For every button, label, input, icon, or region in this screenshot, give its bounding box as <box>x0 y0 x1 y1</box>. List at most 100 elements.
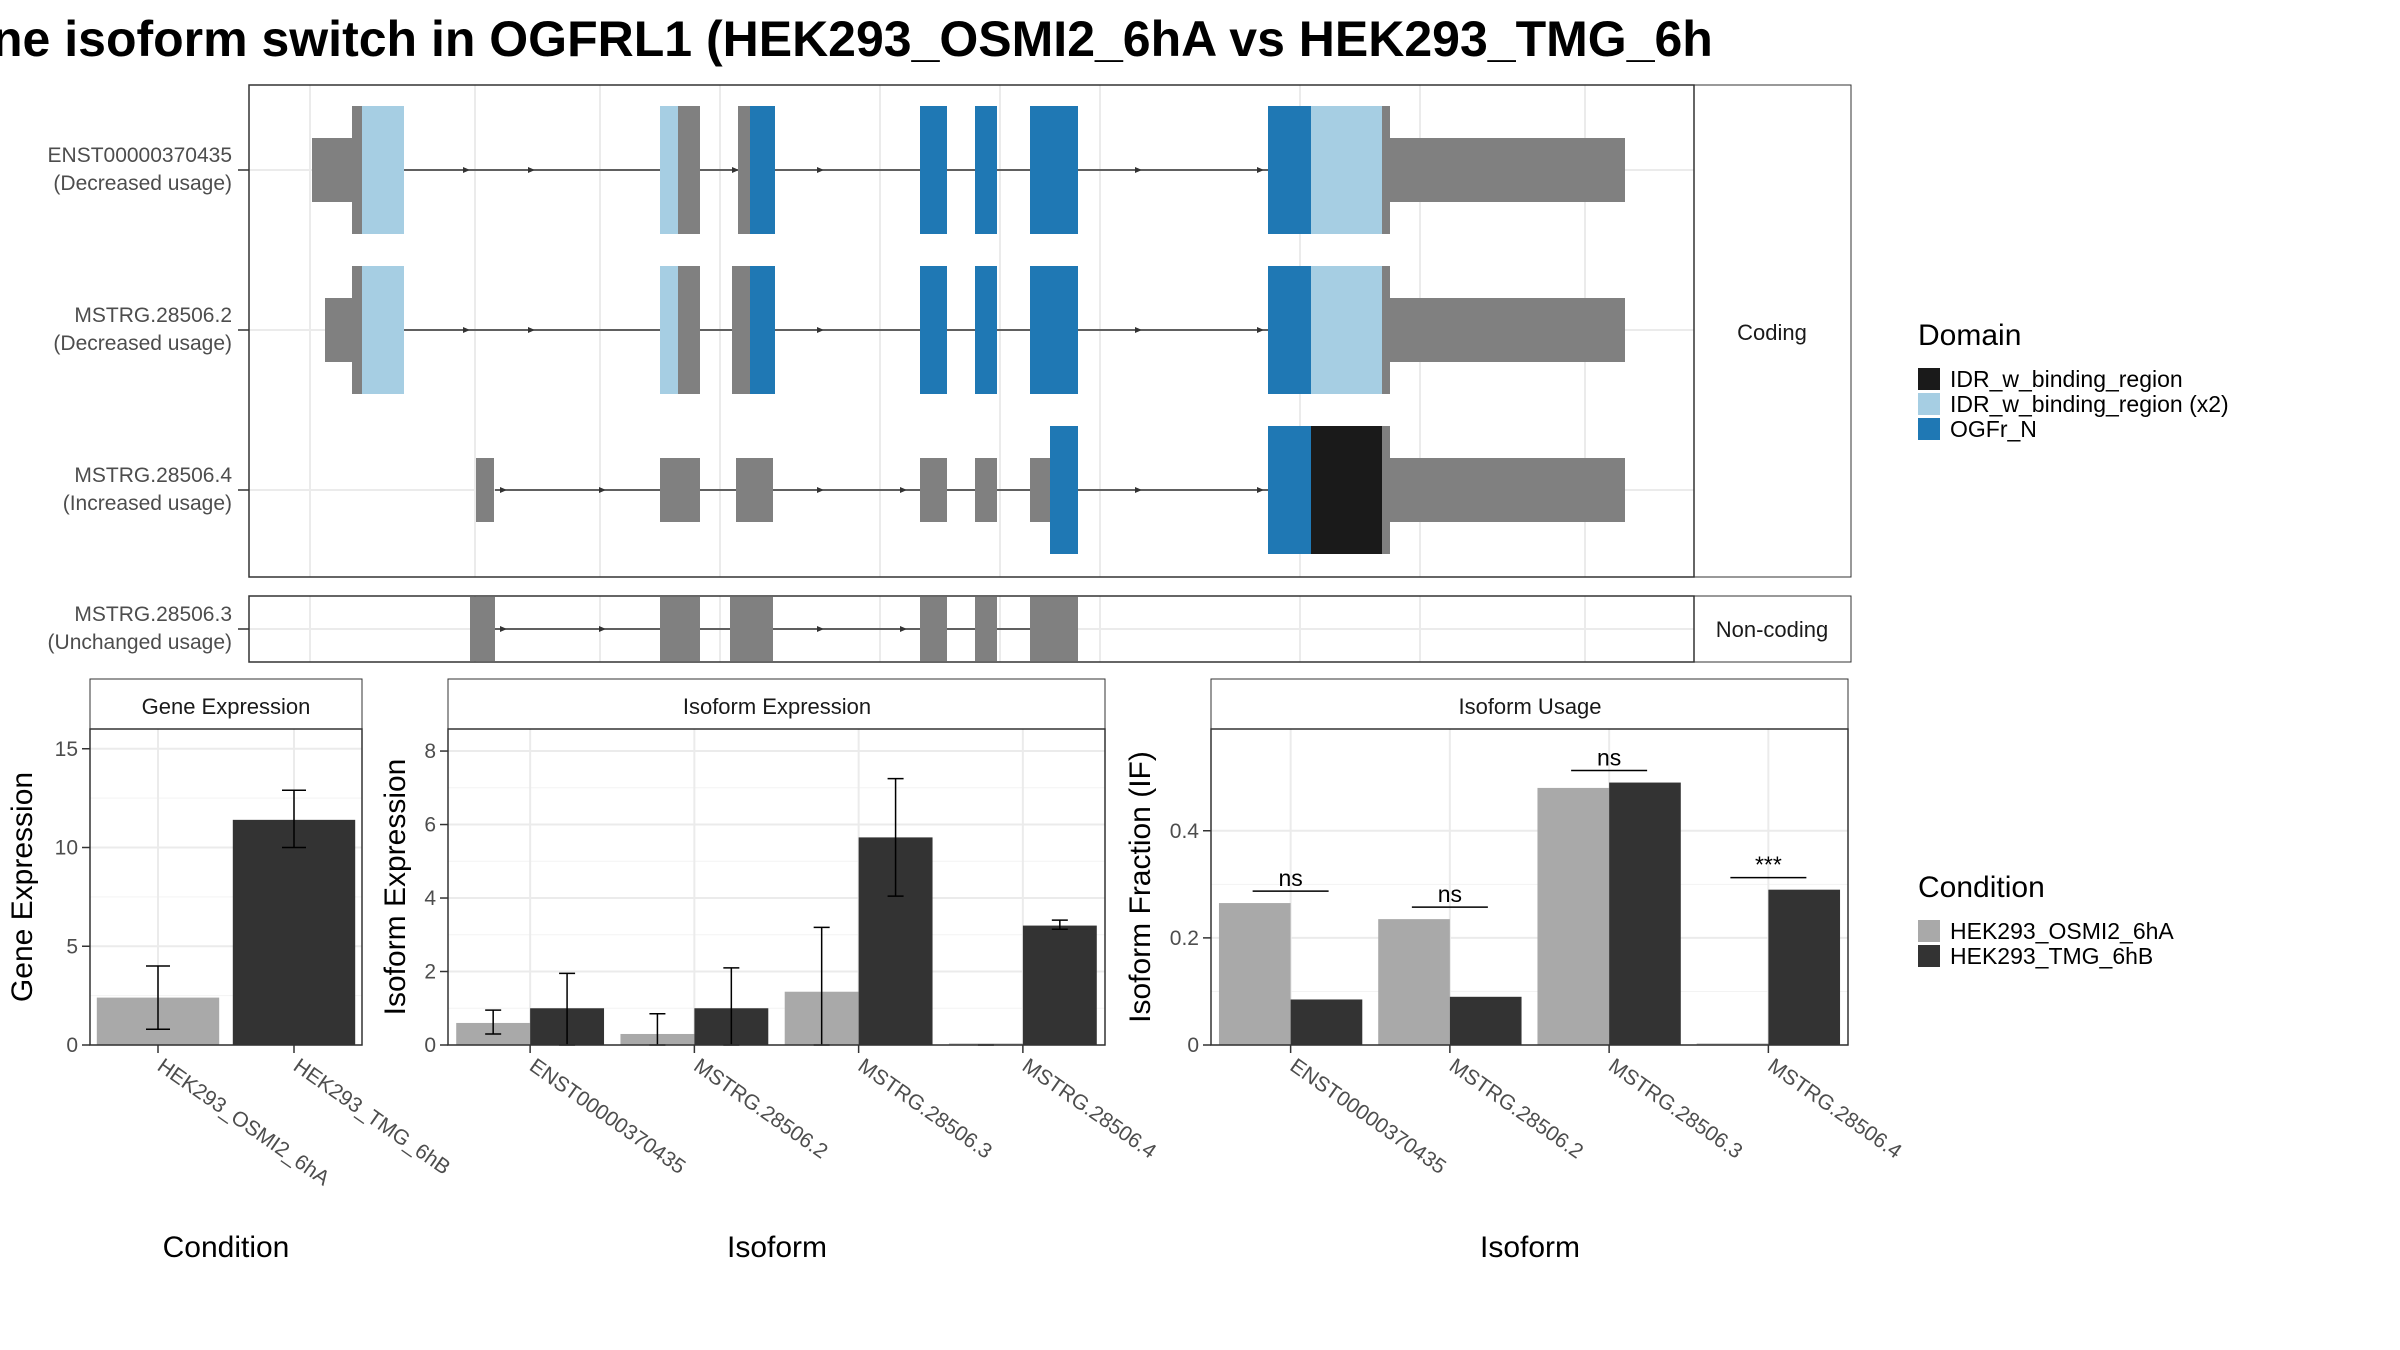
exon-block <box>1390 138 1625 202</box>
significance-label: ns <box>1438 881 1462 907</box>
significance-label: ns <box>1278 865 1302 891</box>
intron-arrow <box>463 327 470 333</box>
exon-block <box>730 597 773 661</box>
exon-block <box>1268 106 1311 234</box>
bar <box>1022 925 1097 1045</box>
bar <box>232 819 356 1045</box>
exon-block <box>476 458 494 522</box>
exon-block <box>660 597 700 661</box>
intron-arrow <box>599 487 606 493</box>
facet-strip-coding <box>1693 84 1852 578</box>
exon-block <box>920 266 947 394</box>
transcript-usage-label: (Unchanged usage) <box>48 631 232 654</box>
y-axis-title: Isoform Fraction (IF) <box>1124 751 1157 1023</box>
exon-block <box>1382 266 1390 394</box>
exon-block <box>1030 597 1078 661</box>
y-tick-label: 10 <box>55 837 78 860</box>
bar <box>1768 889 1841 1045</box>
intron-arrow <box>817 167 824 173</box>
panel-background <box>448 729 1105 1045</box>
x-axis-title: Isoform <box>1480 1231 1580 1264</box>
y-tick-label: 6 <box>424 814 436 837</box>
intron-arrow <box>1135 487 1142 493</box>
exon-block <box>660 458 700 522</box>
significance-label: ns <box>1597 745 1621 771</box>
exon-block <box>738 106 750 234</box>
bar <box>1537 787 1610 1045</box>
y-tick-label: 0 <box>424 1034 436 1057</box>
x-tick-label: MSTRG.28506.3 <box>1604 1054 1746 1163</box>
intron-arrow <box>817 626 824 632</box>
transcript-usage-label: (Decreased usage) <box>53 332 232 355</box>
x-axis-title: Condition <box>163 1231 290 1264</box>
exon-block <box>750 266 775 394</box>
panel-border <box>1210 728 1849 1046</box>
intron-arrow <box>900 487 907 493</box>
domain-legend-title: Domain <box>1918 319 2021 352</box>
legend-label: IDR_w_binding_region <box>1950 366 2183 392</box>
expression-panels: Gene Expression051015HEK293_OSMI2_6hAHEK… <box>6 678 1907 1264</box>
domain-legend: Domain IDR_w_binding_regionIDR_w_binding… <box>1918 319 2229 442</box>
panel-strip-title: Gene Expression <box>142 694 311 719</box>
exon-block <box>362 266 404 394</box>
intron-arrow <box>599 626 606 632</box>
error-bar <box>282 789 306 849</box>
x-tick-label: MSTRG.28506.4 <box>1764 1054 1907 1163</box>
error-bar <box>1051 919 1068 931</box>
facet-label-coding: Coding <box>1737 320 1807 345</box>
facet-strip-noncoding <box>1693 595 1852 663</box>
panel-strip <box>1210 678 1849 730</box>
condition-legend-title: Condition <box>1918 871 2045 904</box>
legend-label: HEK293_TMG_6hB <box>1950 943 2153 969</box>
x-tick-label: ENST00000370435 <box>1286 1054 1450 1179</box>
panel-strip <box>89 678 363 730</box>
legend-swatch <box>1918 368 1940 390</box>
legend-label: IDR_w_binding_region (x2) <box>1950 391 2229 417</box>
exon-block <box>1382 106 1390 234</box>
x-tick-label: MSTRG.28506.4 <box>1018 1054 1161 1163</box>
exon-block <box>678 106 700 234</box>
intron-arrow <box>463 167 470 173</box>
intron-arrow <box>1257 487 1264 493</box>
panel-background <box>1211 729 1848 1045</box>
transcript-structure-panel: Coding Non-coding ENST00000370435 (Decrease… <box>48 84 1852 663</box>
intron-arrow <box>1135 167 1142 173</box>
intron-arrow <box>500 626 507 632</box>
intron-arrow <box>817 327 824 333</box>
exon-block <box>470 597 495 661</box>
transcript-label: MSTRG.28506.2 <box>74 304 232 327</box>
bar <box>1449 996 1522 1045</box>
bar <box>1609 782 1681 1045</box>
intron-arrow <box>1135 327 1142 333</box>
y-tick-label: 0 <box>1187 1034 1199 1057</box>
error-bar <box>887 777 904 897</box>
exon-block <box>975 106 997 234</box>
exon-block <box>732 266 750 394</box>
exon-block <box>1311 106 1382 234</box>
y-tick-label: 15 <box>55 738 78 761</box>
bar <box>1378 919 1450 1045</box>
exon-block <box>975 266 997 394</box>
structure-panel-border <box>248 84 1695 578</box>
exon-block <box>736 458 773 522</box>
y-axis-title: Isoform Expression <box>379 759 412 1016</box>
panel-strip-title: Isoform Usage <box>1458 694 1601 719</box>
exon-block <box>352 266 362 394</box>
facet-label-noncoding: Non-coding <box>1716 617 1829 642</box>
transcript-usage-label: (Increased usage) <box>63 492 232 515</box>
x-tick-label: MSTRG.28506.3 <box>854 1054 996 1163</box>
y-tick-label: 0 <box>66 1034 78 1057</box>
exon-block <box>660 106 678 234</box>
x-tick-label: ENST00000370435 <box>525 1054 689 1179</box>
intron-arrow <box>1257 167 1264 173</box>
exon-block <box>660 266 678 394</box>
panel-border <box>447 728 1106 1046</box>
legend-swatch <box>1918 920 1940 942</box>
intron-arrow <box>528 167 535 173</box>
y-tick-label: 0.2 <box>1170 927 1199 950</box>
exon-block <box>1311 266 1382 394</box>
transcript-label: MSTRG.28506.4 <box>74 464 232 487</box>
exon-block <box>920 106 947 234</box>
